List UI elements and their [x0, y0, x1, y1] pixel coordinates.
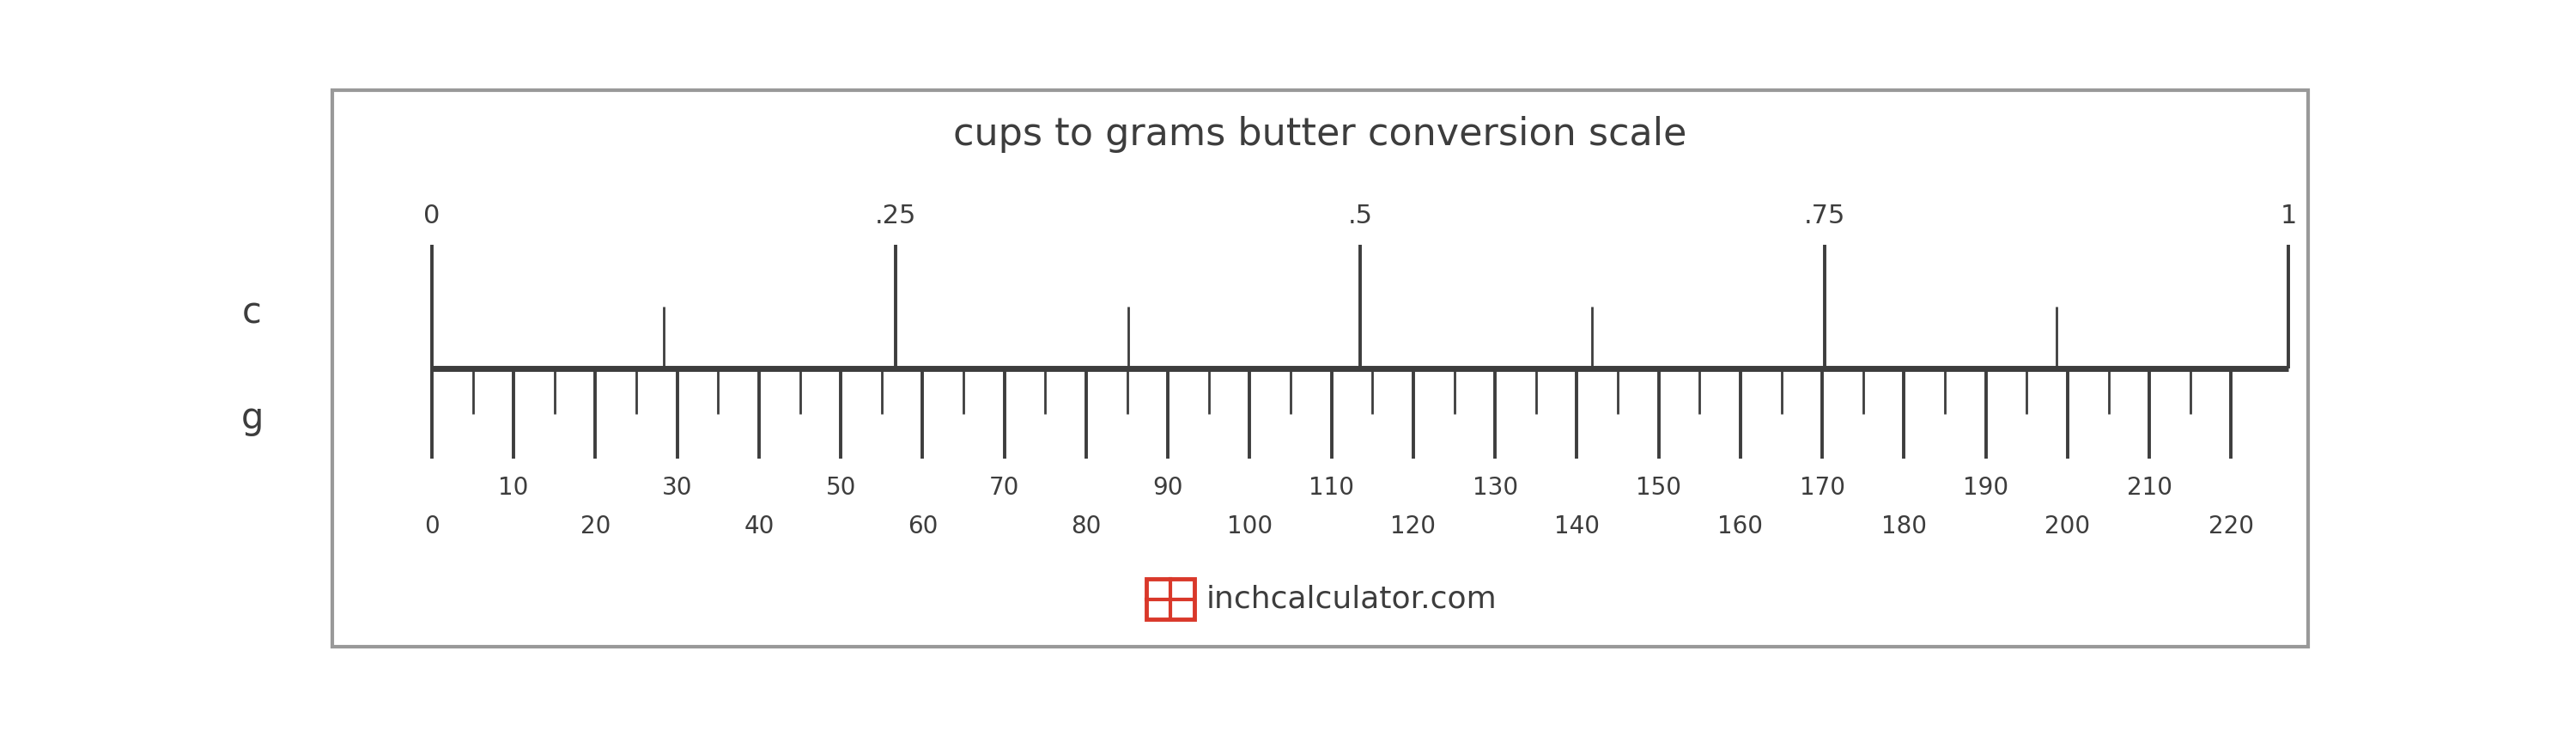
Text: 10: 10 — [497, 475, 528, 499]
Text: 1: 1 — [2280, 203, 2298, 228]
Text: cups to grams butter conversion scale: cups to grams butter conversion scale — [953, 116, 1687, 153]
Text: 70: 70 — [989, 475, 1020, 499]
Text: 80: 80 — [1072, 515, 1103, 539]
Text: 50: 50 — [824, 475, 855, 499]
Text: .5: .5 — [1347, 203, 1373, 228]
Text: inchcalculator.com: inchcalculator.com — [1206, 585, 1497, 614]
Text: 60: 60 — [907, 515, 938, 539]
Text: 120: 120 — [1391, 515, 1435, 539]
Text: 30: 30 — [662, 475, 693, 499]
Text: 110: 110 — [1309, 475, 1355, 499]
Text: 0: 0 — [422, 203, 440, 228]
Text: 140: 140 — [1553, 515, 1600, 539]
Text: 40: 40 — [744, 515, 775, 539]
Text: 160: 160 — [1718, 515, 1762, 539]
Text: 0: 0 — [425, 515, 440, 539]
Text: 180: 180 — [1880, 515, 1927, 539]
Text: g: g — [240, 400, 263, 436]
Text: 90: 90 — [1151, 475, 1182, 499]
Text: c: c — [242, 295, 263, 331]
Text: .75: .75 — [1803, 203, 1844, 228]
Text: 170: 170 — [1801, 475, 1844, 499]
Text: 150: 150 — [1636, 475, 1682, 499]
Text: 200: 200 — [2045, 515, 2092, 539]
Text: 100: 100 — [1226, 515, 1273, 539]
Text: 210: 210 — [2128, 475, 2172, 499]
Text: .25: .25 — [876, 203, 917, 228]
Text: 20: 20 — [580, 515, 611, 539]
Text: 130: 130 — [1473, 475, 1517, 499]
Text: 220: 220 — [2208, 515, 2254, 539]
Text: 190: 190 — [1963, 475, 2009, 499]
